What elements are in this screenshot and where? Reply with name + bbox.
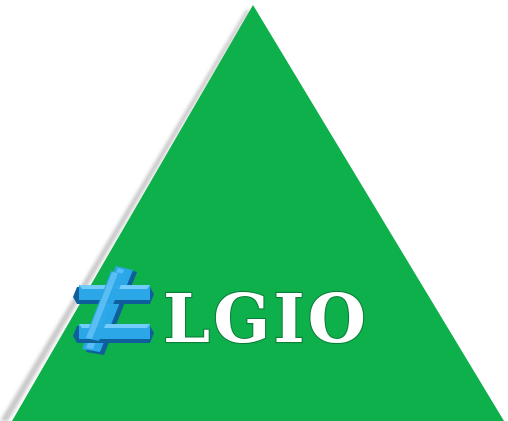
green-triangle [12, 5, 504, 421]
triangle-shadow [0, 10, 250, 421]
not-equal-sign-icon [73, 266, 154, 355]
logo-text: LGIO [163, 279, 369, 358]
